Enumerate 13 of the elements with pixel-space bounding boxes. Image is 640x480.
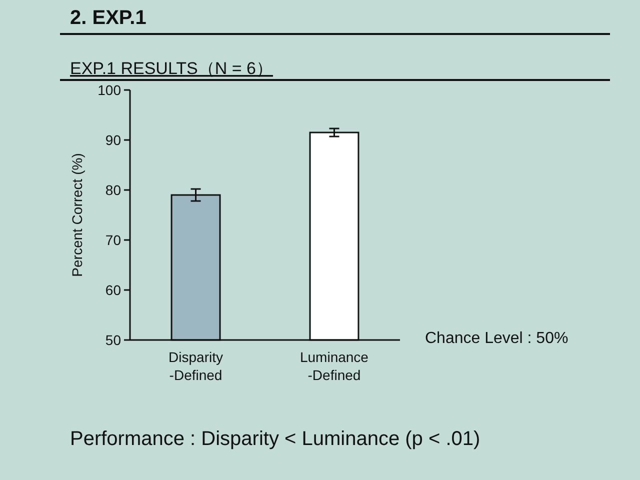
y-tick-label: 100 <box>98 82 122 98</box>
y-tick-label: 90 <box>105 132 122 148</box>
y-tick-label: 70 <box>105 232 122 248</box>
y-axis-title: Percent Correct (%) <box>69 153 85 277</box>
y-tick-label: 50 <box>105 332 122 348</box>
chart-subtitle: EXP.1 RESULTS（N = 6） <box>70 59 273 78</box>
y-tick-label: 60 <box>105 282 122 298</box>
y-tick-label: 80 <box>105 182 122 198</box>
chart-title: 2. EXP.1 <box>70 7 146 29</box>
text: Chance Level : 50% <box>425 330 568 347</box>
x-tick-label: Disparity -Defined <box>168 349 224 383</box>
text: Performance : Disparity < Luminance (p < .01) <box>70 428 480 450</box>
x-tick-label: Luminance -Defined <box>300 349 369 383</box>
